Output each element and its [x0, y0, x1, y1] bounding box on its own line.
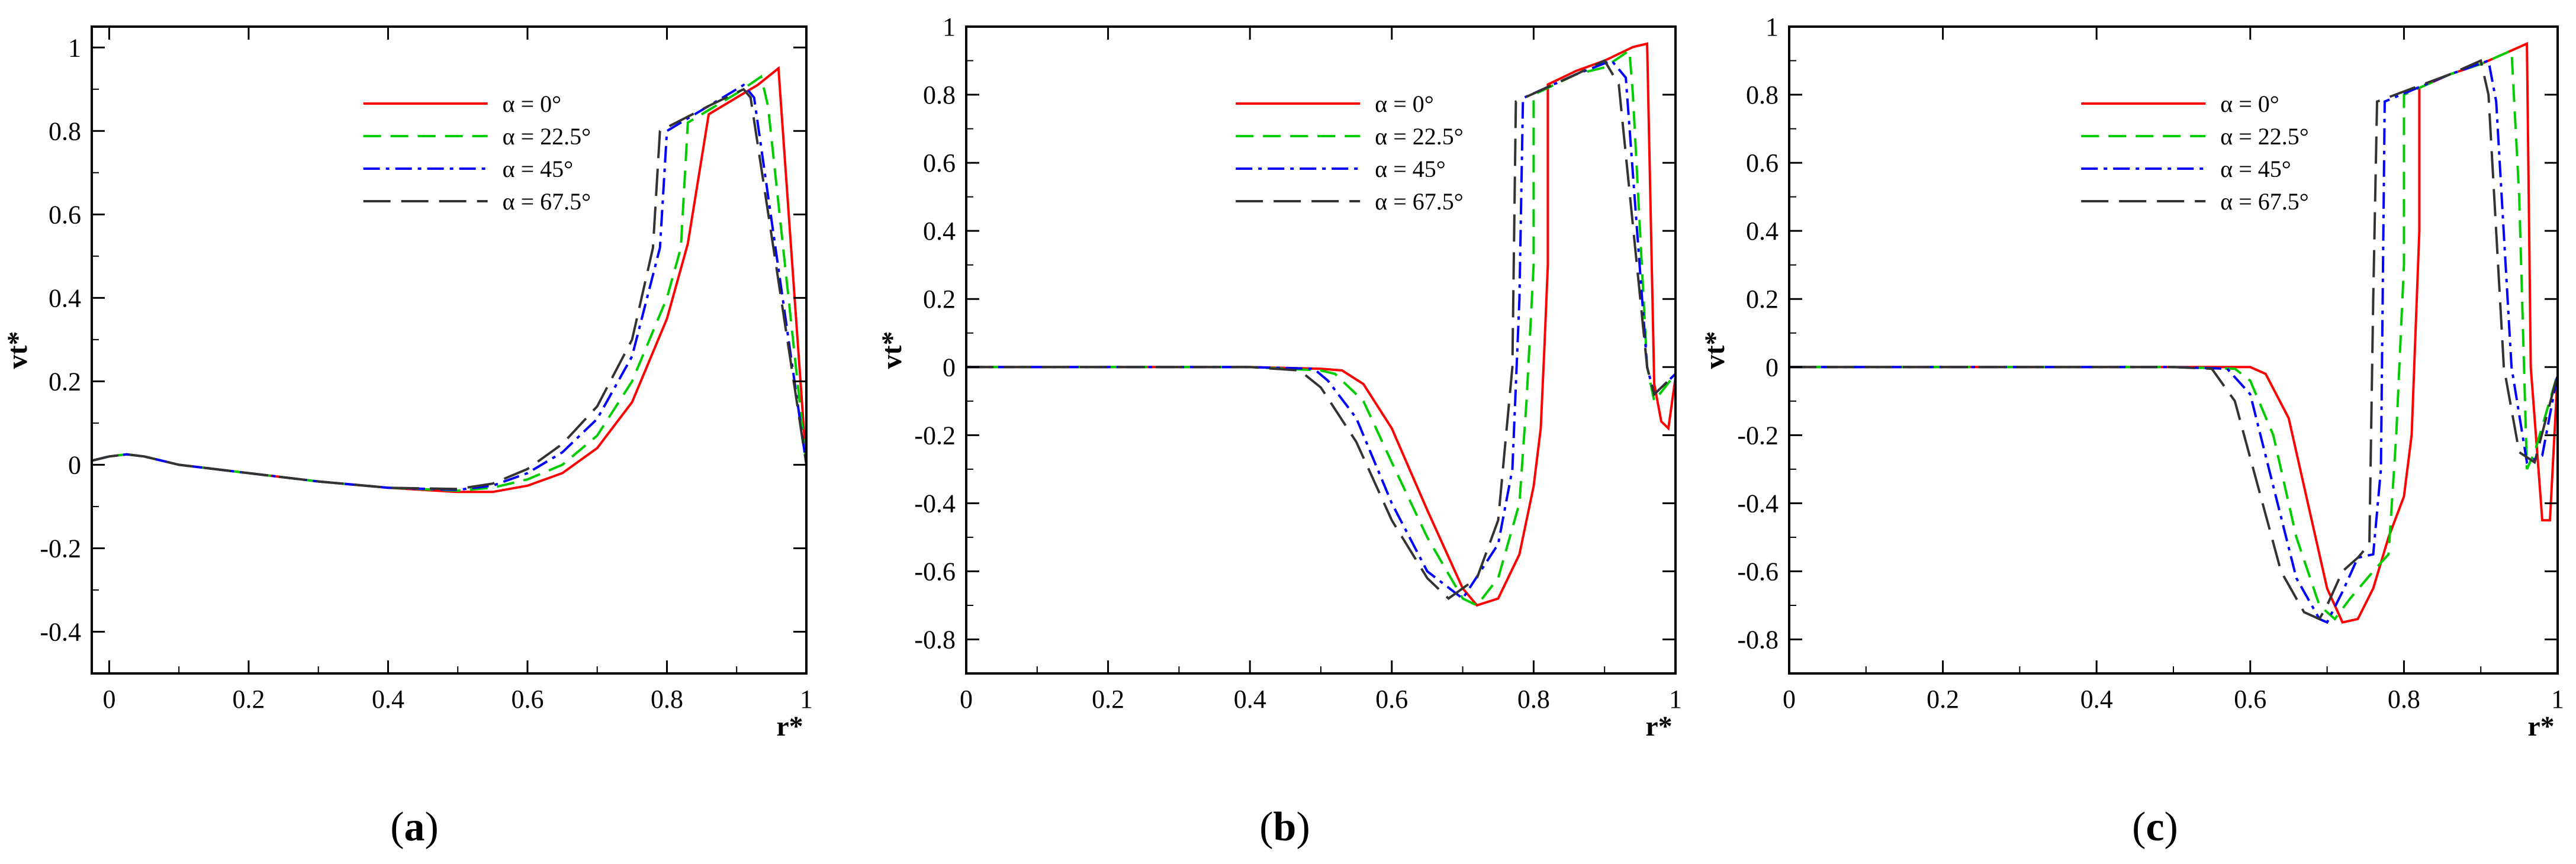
legend-label-alpha-45: α = 45°: [2220, 156, 2291, 182]
y-tick-label: 0.6: [49, 200, 81, 229]
y-tick-label: 0: [943, 353, 956, 382]
y-tick-label: -0.2: [1737, 421, 1779, 450]
x-axis-label: r*: [1645, 711, 1672, 742]
legend-label-alpha-67-5: α = 67.5°: [1375, 188, 1464, 215]
chart-panel-2: 0 0.2 0.4 0.6 0.8 1 -0.8 -0.6 -0.4 -0.2 0 0.2 0.4 0.6…: [876, 12, 1682, 742]
x-tick-label: 1: [1669, 685, 1682, 714]
series-line-alpha-45: [1789, 59, 2558, 624]
y-tick-label: -0.8: [914, 625, 956, 654]
series-line-alpha-22-5: [92, 75, 806, 492]
panel-label: (b): [1259, 804, 1310, 850]
panel-label: (a): [390, 804, 439, 850]
series-line-alpha-45: [92, 83, 806, 491]
legend: α = 0° α = 22.5° α = 45° α = 67.5°: [363, 91, 591, 215]
y-tick-label: -0.4: [40, 617, 81, 646]
y-tick-label: 0.6: [923, 149, 956, 178]
y-tick-label: 0.2: [1746, 285, 1779, 314]
y-axis-label: vt*: [2, 331, 33, 369]
plot-frame: [91, 25, 808, 675]
series-line-alpha-0: [1789, 41, 2558, 624]
y-tick-label: 1: [943, 12, 956, 41]
x-tick-label: 1: [2551, 685, 2564, 714]
plot-frame: [965, 25, 1677, 675]
legend-label-alpha-0: α = 0°: [1375, 91, 1434, 117]
x-tick-label: 0.6: [2234, 685, 2266, 714]
plot-frame: [1788, 25, 2559, 675]
y-tick-label: 0.4: [923, 217, 956, 246]
panel-label: (c): [2132, 804, 2178, 850]
chart-panel-3: 0 0.2 0.4 0.6 0.8 1 -0.8 -0.6 -0.4 -0.2 0 0.2 0.4 0.6…: [1699, 12, 2564, 742]
y-tick-label: 0.2: [49, 367, 81, 396]
y-tick-label: 0.4: [1746, 217, 1779, 246]
legend: α = 0° α = 22.5° α = 45° α = 67.5°: [2081, 91, 2309, 215]
x-tick-label: 0.4: [2080, 685, 2113, 714]
y-axis-label: vt*: [876, 331, 908, 369]
y-tick-label: 0.8: [923, 80, 956, 109]
legend-label-alpha-45: α = 45°: [503, 156, 574, 182]
legend: α = 0° α = 22.5° α = 45° α = 67.5°: [1236, 91, 1464, 215]
legend-label-alpha-22-5: α = 22.5°: [1375, 123, 1464, 150]
legend-label-alpha-0: α = 0°: [503, 91, 562, 117]
y-tick-label: 0.2: [923, 285, 956, 314]
legend-label-alpha-22-5: α = 22.5°: [2220, 123, 2309, 150]
x-tick-label: 0: [960, 685, 973, 714]
x-tick-label: 0.2: [1927, 685, 1959, 714]
series-line-alpha-67-5: [966, 59, 1675, 600]
y-tick-label: 1: [1765, 12, 1779, 41]
y-tick-label: 0.4: [49, 283, 81, 312]
y-tick-label: 1: [68, 33, 81, 62]
legend-label-alpha-0: α = 0°: [2220, 91, 2279, 117]
y-axis-label: vt*: [1699, 331, 1731, 369]
x-tick-label: 0.2: [232, 685, 265, 714]
legend-label-alpha-45: α = 45°: [1375, 156, 1446, 182]
y-tick-label: -0.4: [1737, 489, 1779, 518]
x-axis-label: r*: [776, 711, 803, 742]
legend-label-alpha-67-5: α = 67.5°: [503, 188, 591, 215]
series-line-alpha-0: [92, 66, 806, 494]
x-tick-label: 0: [1783, 685, 1796, 714]
x-tick-label: 0.2: [1092, 685, 1124, 714]
x-axis-label: r*: [2527, 711, 2554, 742]
y-tick-label: -0.4: [914, 489, 956, 518]
x-tick-label: 1: [800, 685, 813, 714]
y-tick-label: -0.6: [1737, 557, 1779, 586]
x-tick-label: 0.8: [651, 685, 683, 714]
x-tick-label: 0.8: [1517, 685, 1550, 714]
x-tick-label: 0.6: [1375, 685, 1408, 714]
y-tick-label: -0.8: [1737, 625, 1779, 654]
x-tick-label: 0.8: [2388, 685, 2420, 714]
x-tick-label: 0.6: [511, 685, 543, 714]
y-tick-label: -0.2: [914, 421, 956, 450]
series-line-alpha-67-5: [92, 88, 806, 491]
legend-label-alpha-67-5: α = 67.5°: [2220, 188, 2309, 215]
legend-label-alpha-22-5: α = 22.5°: [503, 123, 591, 150]
y-tick-label: 0.6: [1746, 149, 1779, 178]
x-tick-label: 0.4: [372, 685, 404, 714]
series-line-alpha-45: [966, 59, 1675, 601]
series-line-alpha-67-5: [1789, 59, 2558, 621]
y-tick-label: -0.6: [914, 557, 956, 586]
x-tick-label: 0.4: [1234, 685, 1266, 714]
y-tick-label: -0.2: [40, 534, 81, 563]
series-line-alpha-22-5: [966, 48, 1675, 607]
y-tick-label: 0.8: [1746, 80, 1779, 109]
y-tick-label: 0.8: [49, 117, 81, 146]
y-tick-label: 0: [1765, 353, 1779, 382]
x-tick-label: 0: [102, 685, 115, 714]
y-tick-label: 0: [68, 450, 81, 479]
series-line-alpha-0: [966, 42, 1675, 607]
chart-panel-1: 0 0.2 0.4 0.6 0.8 1-0.4-0.200.20.40.60.81r*vt…: [2, 25, 813, 742]
